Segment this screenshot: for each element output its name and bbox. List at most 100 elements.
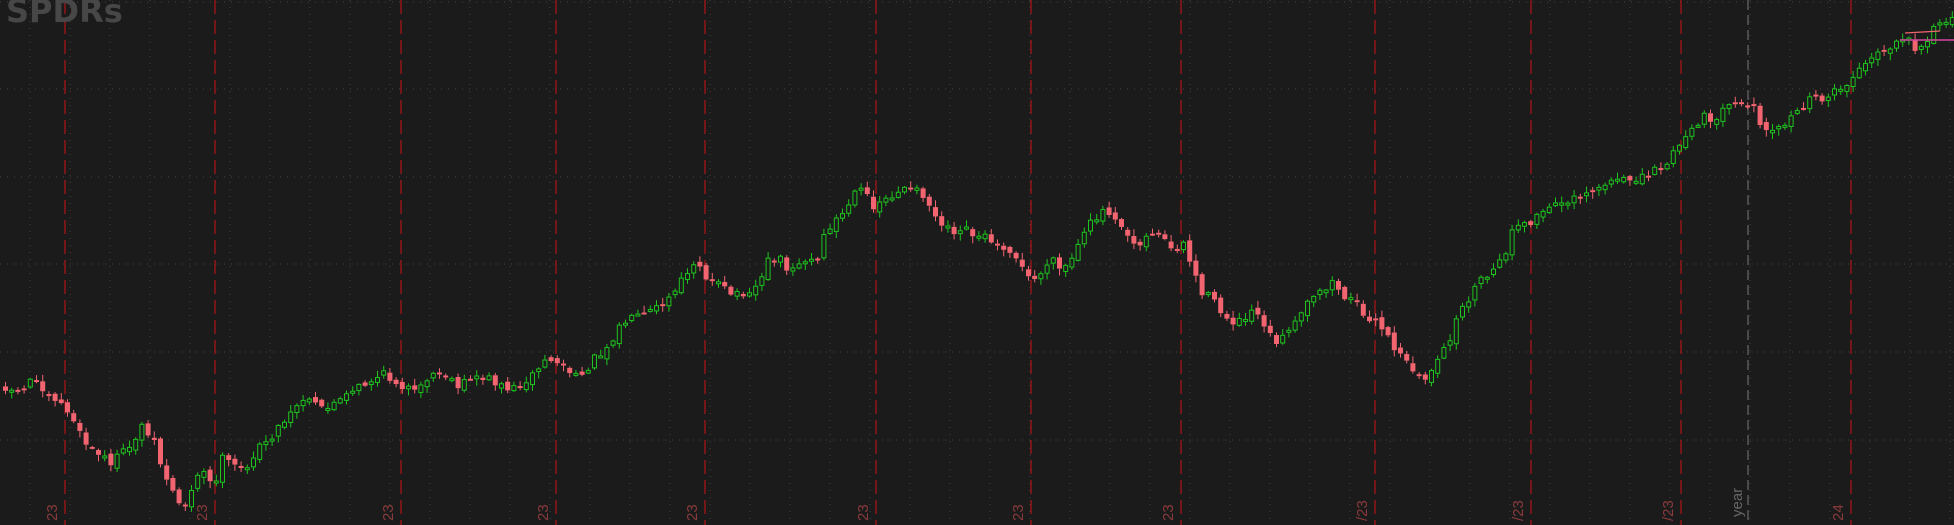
candle: [1280, 329, 1286, 345]
candle: [1435, 355, 1441, 379]
candle: [858, 183, 864, 196]
candle: [1447, 334, 1453, 352]
candle: [201, 468, 207, 485]
candle: [995, 239, 1000, 251]
candle: [1460, 302, 1465, 321]
candle: [1323, 288, 1329, 298]
candle: [1038, 271, 1044, 285]
candle: [1199, 272, 1205, 300]
candle: [251, 451, 256, 471]
candle: [1819, 93, 1825, 105]
candle: [1026, 265, 1031, 281]
candle: [1088, 213, 1093, 236]
x-tick-label: /23: [1354, 500, 1371, 521]
x-tick-label: 23: [44, 504, 61, 521]
candle: [437, 368, 442, 379]
candle: [666, 292, 672, 312]
candle: [672, 288, 678, 299]
candle: [207, 466, 213, 489]
candle: [313, 391, 318, 405]
candle: [1546, 203, 1552, 215]
candle: [1404, 350, 1410, 364]
candle: [1013, 251, 1019, 263]
candle: [1143, 232, 1149, 252]
candle: [288, 405, 294, 428]
candle: [1298, 311, 1304, 327]
candle: [1416, 371, 1422, 379]
candle: [52, 392, 58, 407]
candle: [585, 367, 591, 375]
candle: [213, 474, 219, 487]
candle: [1230, 310, 1236, 331]
candle: [1726, 103, 1732, 115]
candle: [1236, 312, 1242, 327]
candle: [1608, 177, 1614, 188]
candle: [771, 258, 777, 267]
candle: [678, 272, 684, 295]
watermark-logo: SPDRs: [6, 0, 123, 30]
candle: [158, 436, 163, 468]
candle: [641, 305, 647, 315]
candle: [1212, 289, 1217, 303]
candle: [257, 442, 263, 463]
candle: [1683, 130, 1689, 150]
candle: [1317, 287, 1323, 300]
candle: [1720, 103, 1726, 127]
candle: [1168, 234, 1174, 252]
candle: [1205, 290, 1211, 298]
candle: [1664, 162, 1670, 171]
candle: [1075, 239, 1081, 262]
candle: [1652, 164, 1658, 176]
candle: [1497, 253, 1503, 269]
candle: [1788, 110, 1794, 133]
candle: [846, 199, 852, 217]
candle: [244, 464, 250, 475]
candle: [1491, 263, 1496, 278]
candle: [1807, 92, 1813, 114]
candle: [145, 420, 151, 439]
candle: [964, 220, 969, 231]
candle: [610, 339, 616, 348]
candle: [988, 228, 994, 244]
candle: [275, 424, 281, 443]
candle: [1472, 282, 1478, 307]
candle: [982, 230, 988, 243]
candle: [1894, 39, 1899, 52]
candle: [815, 256, 821, 264]
candle: [1832, 84, 1837, 101]
candle: [703, 262, 709, 281]
candle: [1453, 314, 1459, 350]
candle: [778, 254, 783, 268]
candle: [319, 398, 325, 409]
candle: [1677, 144, 1682, 155]
candle: [1187, 234, 1193, 267]
candle: [58, 392, 64, 405]
x-tick-label: 23: [1160, 504, 1177, 521]
candle: [455, 373, 461, 395]
candle: [1354, 293, 1360, 307]
candle: [654, 300, 659, 315]
candle: [1931, 23, 1937, 45]
price-reference-line: [1904, 30, 1941, 34]
candle: [1181, 240, 1186, 254]
candle: [1838, 85, 1844, 95]
candle: [660, 297, 666, 312]
candle: [325, 402, 331, 414]
candle: [40, 374, 46, 398]
candle: [306, 396, 312, 406]
candle: [561, 359, 566, 372]
candle: [1770, 123, 1775, 140]
candle: [89, 445, 95, 450]
candle: [951, 222, 957, 240]
candle: [399, 377, 405, 394]
candle: [1360, 300, 1366, 319]
candle: [164, 459, 170, 486]
candle: [523, 376, 529, 393]
candle: [1670, 145, 1676, 168]
candle: [1949, 11, 1954, 28]
candle: [809, 253, 814, 266]
candle: [883, 194, 889, 207]
candle: [635, 309, 641, 317]
candle: [1150, 228, 1155, 237]
